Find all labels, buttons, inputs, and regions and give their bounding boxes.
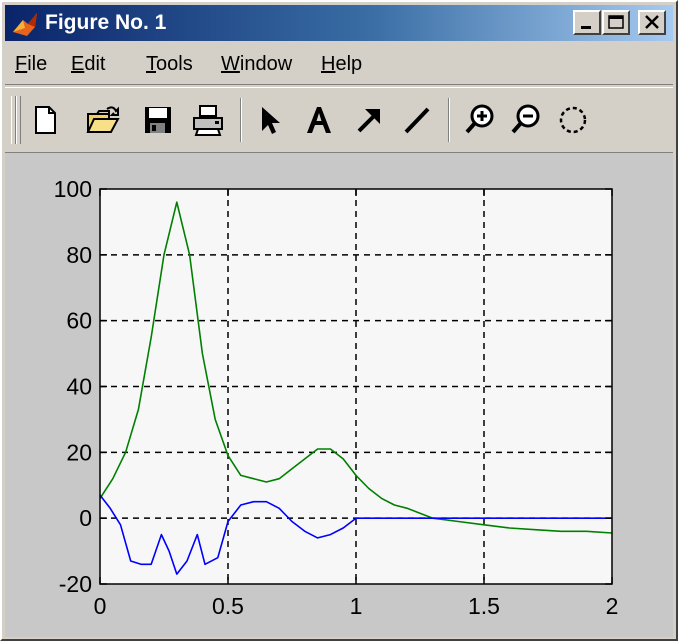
y-tick-label: 60 [66, 308, 92, 334]
title-bar[interactable]: Figure No. 1 [5, 5, 673, 41]
menu-help[interactable]: Help [321, 53, 363, 75]
save-button[interactable] [140, 102, 176, 138]
x-tick-label: 1 [350, 593, 363, 619]
maximize-icon [608, 15, 624, 29]
maximize-button[interactable] [602, 10, 630, 35]
save-icon [145, 107, 171, 133]
close-icon [645, 15, 659, 29]
insert-text-button[interactable] [301, 102, 337, 138]
print-button[interactable] [190, 102, 226, 138]
y-tick-label: 20 [66, 439, 92, 465]
figure-area: 0 0.5 1 1.5 2 -20 0 20 40 60 80 100 [5, 153, 673, 637]
zoom-in-icon [465, 104, 494, 134]
menu-edit[interactable]: Edit [71, 53, 106, 75]
toolbar-separator [448, 98, 450, 142]
menu-file[interactable]: File [15, 53, 48, 75]
x-tick-label: 0 [94, 593, 107, 619]
menu-bar: File Edit Tools Window Help [5, 44, 673, 85]
close-button[interactable] [638, 10, 666, 35]
insert-text-icon [307, 107, 331, 133]
rotate-3d-icon [559, 106, 587, 134]
zoom-out-button[interactable] [508, 102, 544, 138]
y-tick-label: 40 [66, 374, 92, 400]
x-tick-label: 2 [606, 593, 619, 619]
series-layer [99, 201, 613, 575]
insert-arrow-button[interactable] [351, 102, 387, 138]
y-tick-label: 100 [54, 176, 92, 202]
series-line-green [99, 201, 613, 534]
x-tick-label: 0.5 [212, 593, 244, 619]
window-title: Figure No. 1 [45, 11, 167, 34]
zoom-in-button[interactable] [462, 102, 498, 138]
open-file-icon [86, 106, 120, 133]
print-icon [193, 105, 223, 136]
zoom-out-icon [511, 104, 540, 134]
minimize-button[interactable] [573, 10, 601, 35]
new-figure-button[interactable] [27, 102, 63, 138]
edit-plot-button[interactable] [251, 102, 287, 138]
minimize-icon [581, 26, 591, 29]
y-tick-label: 0 [79, 505, 92, 531]
insert-line-button[interactable] [399, 102, 435, 138]
y-tick-label: -20 [59, 571, 92, 597]
menu-tools[interactable]: Tools [146, 53, 193, 75]
edit-plot-arrow-icon [262, 107, 280, 134]
insert-line-icon [404, 107, 430, 134]
y-tick-label: 80 [66, 242, 92, 268]
toolbar-grip[interactable] [11, 96, 16, 144]
series-line-blue [99, 494, 612, 575]
new-figure-icon [35, 106, 56, 134]
insert-arrow-icon [357, 109, 380, 133]
ticks [99, 188, 613, 585]
matlab-logo-icon [13, 13, 37, 36]
toolbar-separator [240, 98, 242, 142]
toolbar [5, 87, 673, 153]
toolbar-grip[interactable] [16, 96, 21, 144]
open-file-button[interactable] [85, 102, 121, 138]
menu-window[interactable]: Window [221, 53, 293, 75]
rotate-3d-button[interactable] [555, 102, 591, 138]
x-tick-label: 1.5 [468, 593, 500, 619]
